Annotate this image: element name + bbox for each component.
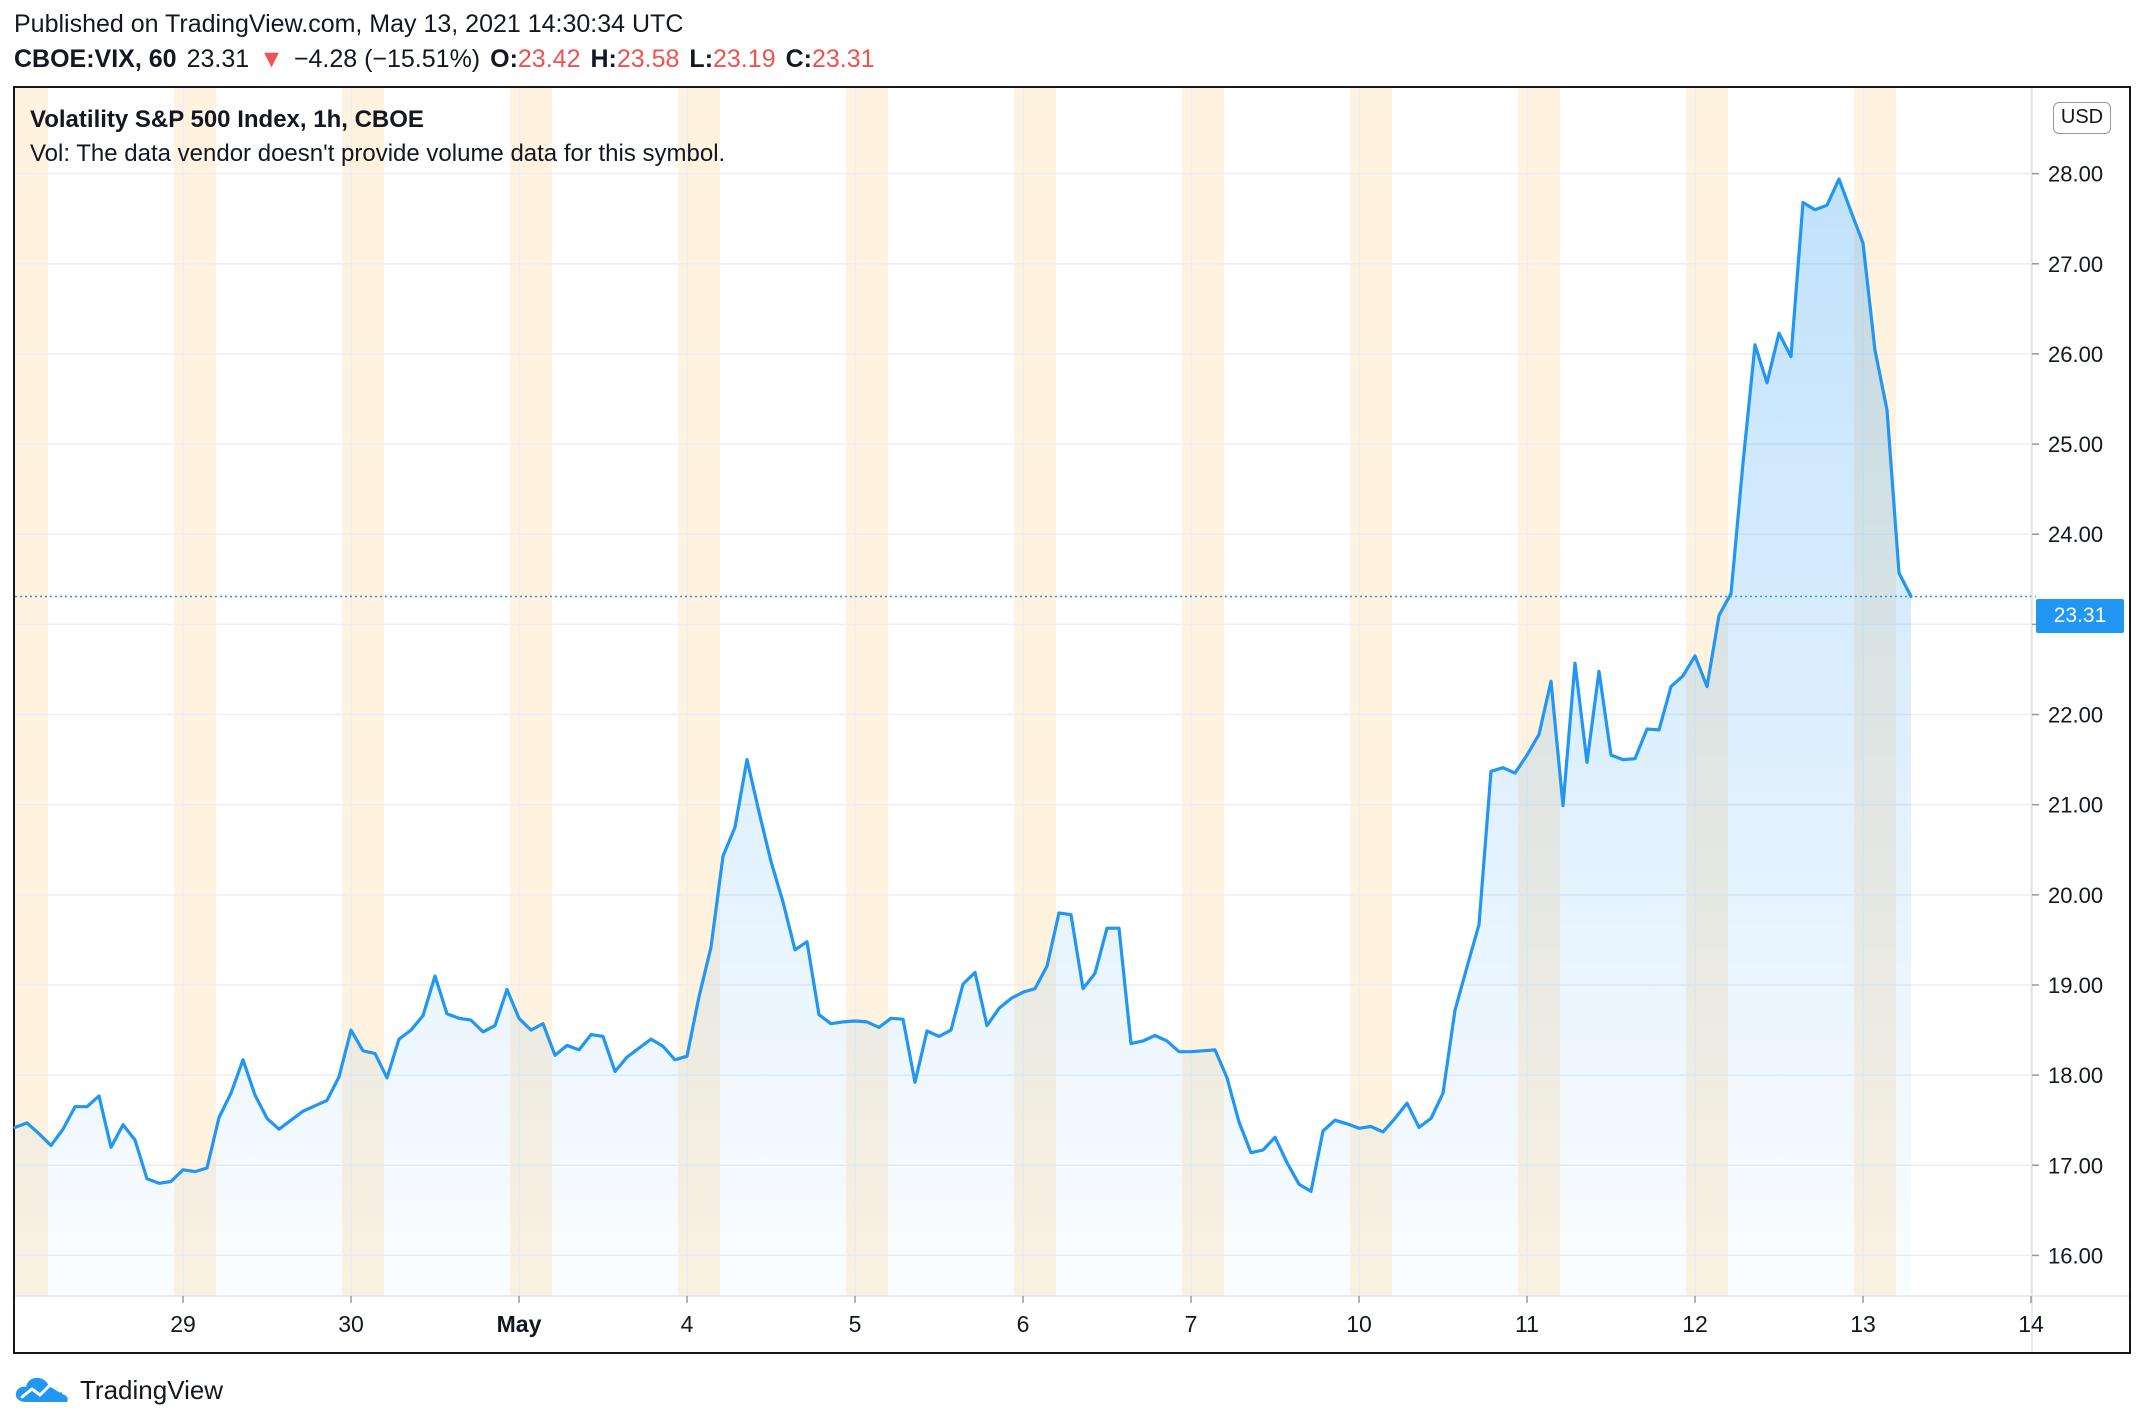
published-note: Published on TradingView.com, May 13, 20… — [14, 10, 684, 38]
price-line — [13, 177, 1913, 1194]
time-tick-label: 13 — [1850, 1311, 1876, 1337]
price-tick-label: 25.00 — [2048, 432, 2103, 457]
session-band-8 — [1350, 88, 1392, 1296]
change-down-icon: ▼ — [259, 45, 284, 73]
high-label: H: — [590, 45, 617, 73]
price-area-fill — [15, 179, 1911, 1297]
price-tick-label: 26.00 — [2048, 342, 2103, 367]
price-tick-label: 24.00 — [2048, 522, 2103, 547]
time-tick-label: 11 — [1515, 1311, 1539, 1337]
time-tick-label: 14 — [2018, 1311, 2044, 1337]
currency-badge[interactable]: USD — [2053, 102, 2111, 134]
last-price-tag: 23.31 — [2036, 599, 2124, 633]
price-tick-label: 19.00 — [2048, 973, 2103, 998]
symbol-quote-line: CBOE:VIX, 60 23.31 ▼ −4.28 (−15.51%) O:23.42… — [14, 43, 875, 75]
session-band-1 — [174, 88, 216, 1296]
price-axis-labels: 16.0017.0018.0019.0020.0021.0022.0023.00… — [2032, 162, 2103, 1268]
price-tick-label: 17.00 — [2048, 1153, 2103, 1178]
time-tick-label: 7 — [1185, 1311, 1198, 1337]
price-line-series — [13, 177, 2036, 1194]
tradingview-cloud-icon — [15, 1377, 68, 1402]
price-tick-label: 22.00 — [2048, 703, 2103, 728]
time-tick-label: 30 — [338, 1311, 364, 1337]
time-tick-label: 29 — [170, 1311, 196, 1337]
low-label: L: — [689, 45, 714, 73]
last-price: 23.31 — [186, 45, 250, 73]
price-area — [15, 179, 1911, 1297]
time-axis-labels: 29 30 May 4 5 6 7 10 11 12 13 14 — [170, 1296, 2044, 1337]
brand-logo[interactable]: TradingView — [14, 1372, 223, 1408]
price-tick-label: 27.00 — [2048, 252, 2103, 277]
axes — [15, 88, 2129, 1352]
price-tick-label: 28.00 — [2048, 162, 2103, 187]
open-value: 23.42 — [517, 45, 581, 73]
open-label: O: — [490, 45, 518, 73]
time-tick-label: 6 — [1017, 1311, 1030, 1337]
low-value: 23.19 — [713, 45, 776, 73]
price-change: −4.28 (−15.51%) — [293, 45, 481, 73]
time-tick-label: 5 — [849, 1311, 862, 1337]
session-band-0 — [15, 88, 48, 1296]
time-tick-label: May — [497, 1311, 542, 1337]
time-tick-label: 12 — [1682, 1311, 1708, 1337]
price-tick-label: 20.00 — [2048, 883, 2103, 908]
legend-volume-note: Vol: The data vendor doesn't provide vol… — [30, 140, 726, 167]
close-value: 23.31 — [811, 45, 875, 73]
legend-title[interactable]: Volatility S&P 500 Index, 1h, CBOE — [30, 106, 424, 133]
time-tick-label: 4 — [681, 1311, 694, 1337]
time-tick-label: 10 — [1346, 1311, 1372, 1337]
symbol-name[interactable]: CBOE:VIX, 60 — [14, 45, 177, 73]
price-tick-label: 21.00 — [2048, 793, 2103, 818]
price-tick-label: 18.00 — [2048, 1063, 2103, 1088]
close-label: C: — [785, 45, 812, 73]
price-tick-label: 16.00 — [2048, 1243, 2103, 1268]
brand-name: TradingView — [80, 1375, 224, 1405]
high-value: 23.58 — [616, 45, 680, 73]
